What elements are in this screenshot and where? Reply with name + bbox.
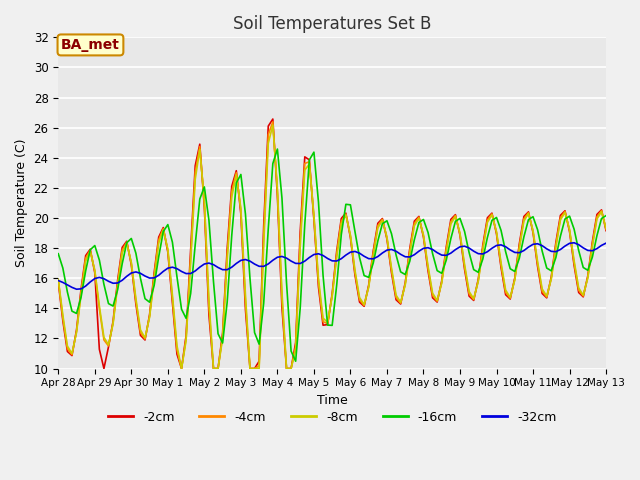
-4cm [296,237,304,242]
-4cm [109,320,117,325]
-2cm [114,277,122,283]
Line: -2cm: -2cm [58,119,606,369]
-32cm [114,280,122,286]
-8cm [54,276,62,282]
Line: -4cm: -4cm [58,122,606,369]
-16cm [602,213,610,218]
-2cm [433,299,441,305]
-2cm [54,279,62,285]
-4cm [178,366,186,372]
-16cm [292,359,300,364]
-16cm [54,251,62,257]
-16cm [182,315,190,321]
-2cm [100,366,108,372]
-4cm [575,288,582,293]
-32cm [401,254,409,260]
-2cm [187,247,195,252]
-4cm [54,278,62,284]
-32cm [187,271,195,276]
-4cm [602,227,610,232]
Legend: -2cm, -4cm, -8cm, -16cm, -32cm: -2cm, -4cm, -8cm, -16cm, -32cm [103,406,561,429]
Title: Soil Temperatures Set B: Soil Temperatures Set B [233,15,431,33]
-8cm [433,298,441,303]
-16cm [109,303,117,309]
X-axis label: Time: Time [317,394,348,407]
-8cm [602,226,610,231]
Line: -16cm: -16cm [58,149,606,361]
-16cm [406,258,413,264]
-16cm [433,268,441,274]
-2cm [296,228,304,234]
-4cm [406,248,413,254]
-2cm [406,246,413,252]
-4cm [187,253,195,259]
-32cm [292,261,300,266]
-8cm [178,366,186,372]
Text: BA_met: BA_met [61,38,120,52]
-2cm [269,116,276,122]
-4cm [269,119,276,125]
-8cm [109,321,117,327]
-16cm [296,305,304,311]
-32cm [429,247,436,252]
-2cm [575,289,582,295]
-8cm [269,122,276,128]
-16cm [575,248,582,253]
-16cm [273,146,281,152]
-32cm [54,277,62,283]
Line: -32cm: -32cm [58,243,606,289]
-2cm [602,228,610,234]
-32cm [570,240,578,246]
-32cm [575,242,582,248]
Line: -8cm: -8cm [58,125,606,369]
-32cm [73,287,81,292]
-8cm [187,260,195,265]
-8cm [575,285,582,291]
-32cm [602,240,610,246]
-8cm [296,244,304,250]
-4cm [433,299,441,304]
Y-axis label: Soil Temperature (C): Soil Temperature (C) [15,139,28,267]
-8cm [406,251,413,256]
